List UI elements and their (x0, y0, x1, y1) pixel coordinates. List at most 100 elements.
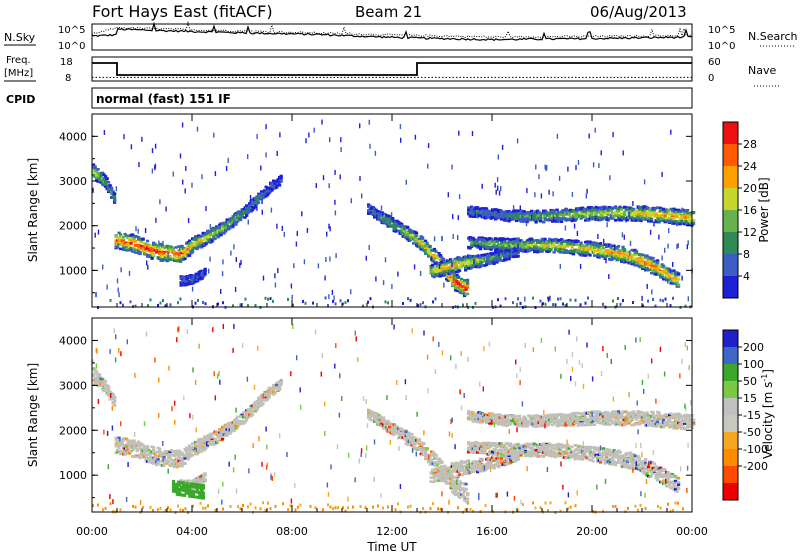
power-cell (412, 242, 416, 245)
power-cell (560, 220, 564, 223)
power-noise-cell (585, 193, 587, 199)
power-cell (183, 252, 187, 255)
power-noise-cell (117, 287, 119, 293)
power-cell (225, 218, 229, 221)
freq-tick-bottom: 8 (65, 73, 71, 84)
power-noise-cell (497, 154, 499, 160)
power-cell (479, 256, 483, 260)
power-cell (687, 217, 691, 220)
power-cell (530, 238, 534, 241)
power-nearrange-cell (632, 301, 634, 304)
power-cell (386, 219, 390, 222)
power-noise-cell (368, 245, 370, 250)
power-cell (141, 247, 145, 251)
power-nearrange-cell (647, 299, 649, 303)
power-noise-cell (473, 259, 475, 265)
power-cell (177, 245, 181, 248)
power-cell (213, 237, 217, 240)
power-noise-cell (610, 213, 612, 219)
power-cell (432, 268, 436, 271)
power-cell (530, 210, 534, 213)
power-noise-cell (184, 188, 186, 194)
power-cell (620, 208, 624, 211)
power-cell (421, 244, 425, 248)
power-cell (210, 240, 214, 243)
power-cell (626, 208, 630, 211)
power-noise-cell (559, 263, 561, 269)
power-cell (548, 238, 552, 242)
power-nearrange-cell (552, 303, 554, 307)
power-noise-cell (276, 151, 278, 156)
power-cell (171, 248, 175, 252)
power-cell (642, 266, 646, 269)
power-nearrange-cell (619, 302, 622, 306)
power-cell (537, 215, 541, 218)
power-nearrange-cell (304, 301, 307, 305)
power-nearrange-cell (684, 304, 687, 308)
power-cell (125, 249, 129, 252)
power-noise-cell (558, 175, 561, 181)
velocity-cell (246, 416, 250, 419)
power-cell (110, 188, 114, 191)
velocity-cell (204, 446, 208, 450)
power-noise-cell (214, 171, 217, 177)
power-cell (671, 213, 675, 216)
power-nearrange-cell (562, 302, 564, 306)
power-cell (467, 259, 471, 263)
power-noise-cell (452, 214, 454, 220)
power-cell (219, 233, 223, 237)
velocity-cell (117, 446, 121, 449)
power-cell (279, 175, 283, 178)
power-noise-cell (643, 179, 646, 185)
power-cell (567, 212, 571, 216)
power-cell (672, 282, 676, 285)
power-cell (686, 211, 690, 215)
power-cell (119, 247, 123, 251)
power-noise-cell (273, 184, 276, 190)
power-cell (585, 245, 589, 248)
power-nearrange-cell (587, 296, 589, 300)
velocity-cell (209, 432, 213, 436)
power-cell (648, 260, 652, 263)
power-cell (492, 261, 496, 264)
power-cell (150, 247, 154, 250)
power-cell (642, 265, 646, 268)
power-cell (659, 270, 663, 274)
power-cell (168, 254, 172, 258)
power-cell (588, 254, 592, 257)
power-cell (621, 258, 625, 261)
velocity-cell (147, 448, 151, 452)
power-cell (542, 212, 546, 216)
power-cell (675, 215, 679, 219)
power-cell (500, 239, 504, 242)
power-cell (645, 254, 649, 257)
power-cell (471, 206, 475, 210)
power-noise-cell (151, 168, 154, 174)
power-cell (678, 222, 682, 226)
power-noise-cell (247, 154, 249, 160)
power-cell (207, 236, 211, 239)
power-noise-cell (120, 267, 122, 273)
power-noise-cell (405, 179, 407, 185)
power-cell (641, 211, 645, 214)
power-cell (435, 268, 439, 271)
power-cell (626, 259, 630, 262)
power-noise-cell (328, 183, 330, 189)
power-cell (611, 216, 615, 220)
velocity-cell (195, 452, 199, 456)
power-noise-cell (230, 250, 232, 256)
power-cell (466, 292, 470, 296)
power-cell (92, 174, 96, 177)
power-cell (455, 263, 459, 267)
power-cell (572, 209, 576, 213)
power-cell (539, 247, 543, 250)
power-cell (591, 210, 595, 213)
power-cell (669, 218, 673, 221)
power-cell (132, 245, 136, 249)
velocity-cell (188, 446, 192, 450)
velocity-cell (233, 429, 237, 432)
power-noise-cell (667, 278, 669, 284)
nsearch-tick-bottom: 10^0 (708, 41, 735, 52)
